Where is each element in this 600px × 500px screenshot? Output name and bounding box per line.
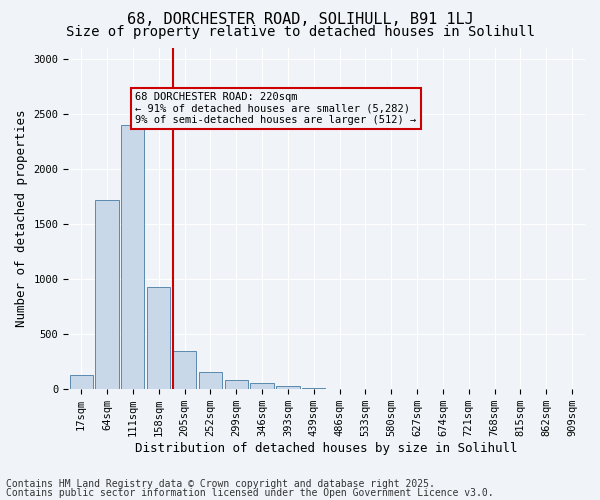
Text: Size of property relative to detached houses in Solihull: Size of property relative to detached ho… — [65, 25, 535, 39]
Bar — [276, 386, 299, 389]
Bar — [121, 124, 145, 389]
X-axis label: Distribution of detached houses by size in Solihull: Distribution of detached houses by size … — [136, 442, 518, 455]
Bar — [199, 372, 222, 389]
Text: 68, DORCHESTER ROAD, SOLIHULL, B91 1LJ: 68, DORCHESTER ROAD, SOLIHULL, B91 1LJ — [127, 12, 473, 28]
Text: Contains HM Land Registry data © Crown copyright and database right 2025.: Contains HM Land Registry data © Crown c… — [6, 479, 435, 489]
Bar — [224, 380, 248, 389]
Bar — [328, 388, 351, 389]
Bar — [95, 200, 119, 389]
Bar — [250, 383, 274, 389]
Y-axis label: Number of detached properties: Number of detached properties — [15, 110, 28, 327]
Bar — [70, 375, 93, 389]
Bar — [173, 350, 196, 389]
Text: Contains public sector information licensed under the Open Government Licence v3: Contains public sector information licen… — [6, 488, 494, 498]
Text: 68 DORCHESTER ROAD: 220sqm
← 91% of detached houses are smaller (5,282)
9% of se: 68 DORCHESTER ROAD: 220sqm ← 91% of deta… — [136, 92, 417, 125]
Bar — [147, 286, 170, 389]
Bar — [302, 388, 325, 389]
